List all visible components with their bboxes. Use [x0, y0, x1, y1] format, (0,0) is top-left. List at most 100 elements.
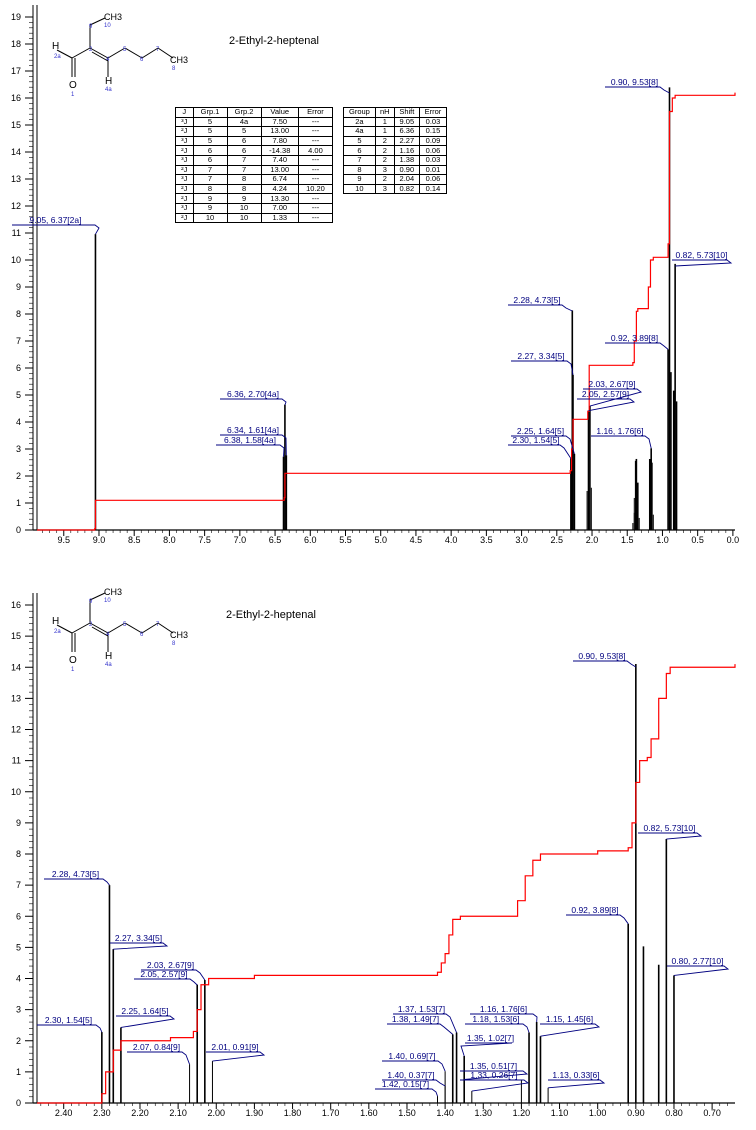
- atom-label: 2: [89, 622, 93, 628]
- table-cell: 9: [192, 193, 228, 204]
- atom-label: 9: [89, 599, 93, 605]
- y-tick-label: 18: [11, 39, 21, 49]
- atom-label: 5: [123, 622, 127, 628]
- peak-label-leader: [591, 435, 652, 449]
- peak-label: 6.34, 1.61[4a]: [227, 425, 279, 435]
- table-row: 9 2 2.04 0.06: [343, 174, 448, 185]
- table-cell: 7.00: [260, 202, 299, 214]
- y-tick-label: 17: [11, 66, 21, 76]
- peak-label-leader: [667, 965, 730, 976]
- table-cell: 2a: [343, 116, 376, 128]
- table-cell: ---: [297, 212, 334, 224]
- bond: [71, 47, 91, 59]
- table-cell: 10.20: [297, 183, 334, 195]
- column-header: Error: [297, 107, 334, 118]
- table-cell: 0.90: [393, 164, 420, 176]
- table-cell: 0.06: [418, 174, 448, 185]
- table-cell: 7.80: [260, 135, 299, 147]
- peak-label-leader: [470, 1013, 538, 1022]
- x-tick-label: 9.5: [58, 535, 71, 545]
- x-tick-label: 2.10: [169, 1108, 187, 1118]
- table-cell: 9: [343, 174, 376, 185]
- y-tick-label: 9: [16, 818, 21, 828]
- y-tick-label: 10: [11, 255, 21, 265]
- y-tick-label: 19: [11, 12, 21, 22]
- table-cell: 3: [374, 164, 395, 176]
- table-cell: 0.15: [418, 126, 448, 137]
- table-cell: ³J: [175, 202, 194, 214]
- y-tick-label: 4: [16, 974, 21, 984]
- x-tick-label: 0.0: [727, 535, 740, 545]
- table-cell: ---: [297, 126, 334, 137]
- peak-label: 1.18, 1.53[6]: [472, 1014, 519, 1024]
- table-cell: ³J: [175, 116, 194, 128]
- column-header: Error: [418, 107, 448, 118]
- bond: [107, 47, 126, 59]
- table-cell: 2.04: [393, 174, 420, 185]
- table-header-row: Group nH Shift Error: [343, 107, 448, 118]
- peak-label-leader: [206, 1051, 266, 1062]
- peak-label-leader: [548, 1079, 606, 1089]
- peak-label-leader: [37, 1024, 103, 1033]
- bond: [56, 624, 73, 634]
- table-row: ²J 8 8 4.24 10.20: [175, 183, 334, 195]
- integral-curve: [37, 664, 736, 1104]
- peak-label: 2.07, 0.84[9]: [133, 1042, 180, 1052]
- peak-label: 1.33, 0.26[7]: [470, 1070, 517, 1080]
- y-tick-label: 0: [16, 1098, 21, 1108]
- peak-label: 1.42, 0.15[7]: [382, 1079, 429, 1089]
- peak-label-leader: [573, 660, 637, 668]
- atom-label: 4: [106, 57, 110, 63]
- y-tick-label: 3: [16, 444, 21, 454]
- peak-label: 9.05, 6.37[2a]: [30, 215, 82, 225]
- y-tick-label: 6: [16, 363, 21, 373]
- table-cell: ²J: [175, 164, 194, 176]
- peak-label-leader: [465, 1023, 530, 1033]
- atom-label: H: [52, 616, 59, 627]
- y-tick-label: 0: [16, 525, 21, 535]
- x-tick-label: 1.10: [551, 1108, 569, 1118]
- column-header: Value: [260, 107, 299, 118]
- y-tick-label: 16: [11, 600, 21, 610]
- table-header-row: J Grp.1 Grp.2 Value Error: [175, 107, 334, 118]
- peak-label: 2.28, 4.73[5]: [513, 295, 560, 305]
- table-cell: 6.74: [260, 174, 299, 185]
- atom-label: 4: [106, 632, 110, 638]
- y-tick-label: 15: [11, 631, 21, 641]
- table-row: ³J 6 7 7.40 ---: [175, 154, 334, 166]
- atom-label: CH3: [104, 12, 122, 22]
- peak-label-leader: [44, 878, 110, 886]
- atom-label: 2a: [54, 54, 61, 60]
- y-tick-label: 11: [12, 228, 21, 238]
- x-tick-label: 0.5: [691, 535, 704, 545]
- y-tick-label: 14: [11, 147, 21, 157]
- peak-label-leader: [508, 304, 573, 312]
- x-tick-label: 7.0: [234, 535, 247, 545]
- column-header: nH: [374, 107, 395, 118]
- table-cell: 4.00: [297, 145, 334, 156]
- atom-label: CH3: [170, 630, 188, 640]
- peak-label: 0.82, 5.73[10]: [676, 250, 728, 260]
- y-tick-label: 9: [16, 282, 21, 292]
- peak-label-leader: [134, 978, 198, 986]
- table-cell: 3: [374, 183, 395, 195]
- table-row: 6 2 1.16 0.06: [343, 145, 448, 156]
- peak-label-leader: [12, 224, 100, 235]
- peak-label-leader: [605, 86, 670, 94]
- peak-label-leader: [141, 969, 206, 981]
- y-tick-label: 16: [11, 93, 21, 103]
- table-row: 5 2 2.27 0.09: [343, 135, 448, 147]
- table-cell: 0.03: [418, 154, 448, 166]
- x-tick-label: 6.0: [304, 535, 317, 545]
- table-row: 8 3 0.90 0.01: [343, 164, 448, 176]
- table-cell: 1: [374, 126, 395, 137]
- peak-label: 2.05, 2.57[9]: [140, 969, 187, 979]
- table-cell: 5: [192, 116, 228, 128]
- table-cell: ²J: [175, 193, 194, 204]
- table-row: ²J 9 9 13.30 ---: [175, 193, 334, 204]
- peak-label: 0.80, 2.77[10]: [672, 956, 724, 966]
- y-tick-label: 6: [16, 911, 21, 921]
- peak-label-leader: [583, 388, 643, 407]
